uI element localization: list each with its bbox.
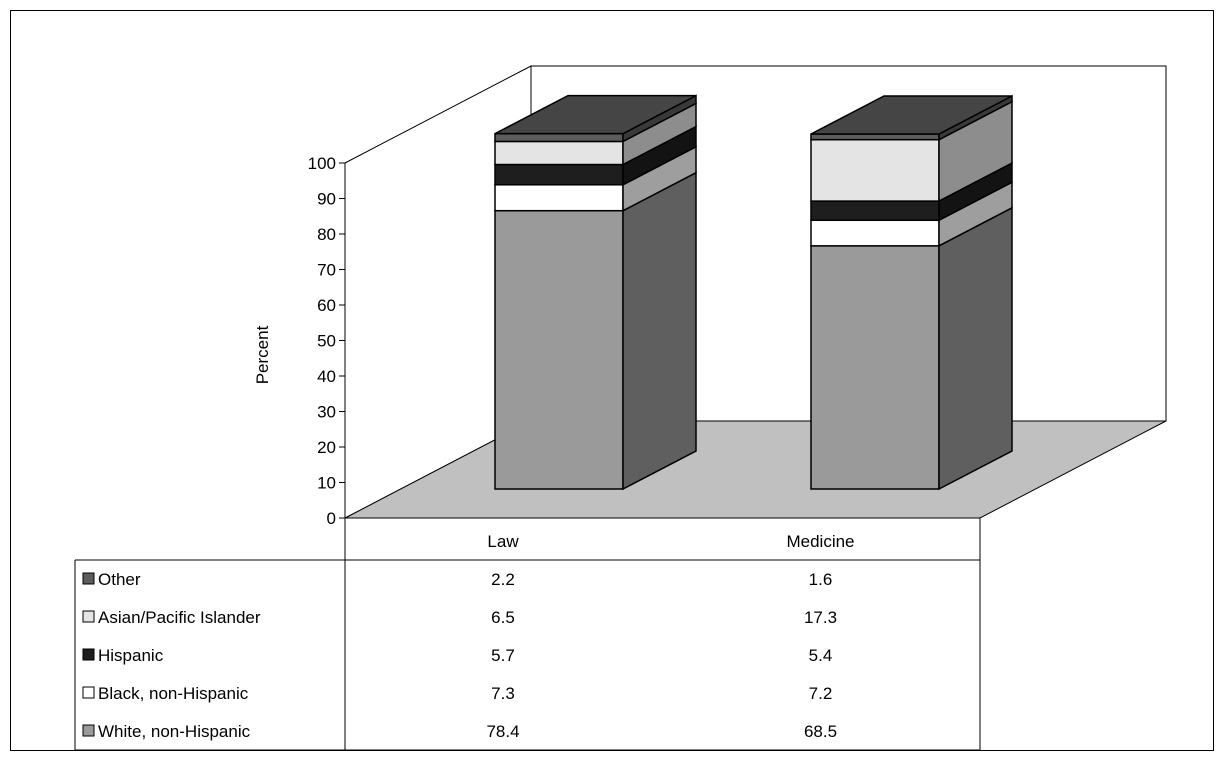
y-tick-label: 20	[317, 438, 336, 457]
bar-law-white-non-hispanic-side	[622, 171, 697, 491]
bar-law-other-front	[494, 132, 624, 143]
bar-stack-medicine	[810, 94, 1013, 491]
bar-law-white-non-hispanic-front	[494, 209, 624, 490]
bar-medicine-hispanic-front	[810, 200, 940, 222]
y-tick-label: 50	[317, 332, 336, 351]
y-tick-label: 70	[317, 261, 336, 280]
table-row-label: White, non-Hispanic	[98, 722, 251, 741]
data-table: Law Medicine Other 2.2 1.6 Asian/Pacific Isla…	[74, 518, 981, 751]
y-axis-label: Percent	[253, 325, 272, 384]
y-tick-label: 10	[317, 474, 336, 493]
y-tick-label: 60	[317, 296, 336, 315]
legend-key	[82, 572, 95, 585]
table-cell: 5.7	[491, 646, 515, 665]
bar-medicine-other-front	[810, 133, 940, 141]
bar-medicine-white-non-hispanic-front	[810, 245, 940, 490]
bars-group	[494, 94, 1013, 491]
legend-key	[82, 686, 95, 699]
plot-walls	[344, 65, 1167, 519]
y-tick-label: 40	[317, 367, 336, 386]
bar-law-top	[494, 94, 697, 135]
table-cell: 6.5	[491, 608, 515, 627]
legend-key	[82, 724, 95, 737]
bar-medicine-black-non-hispanic-front	[810, 219, 940, 247]
y-tick-label: 90	[317, 190, 336, 209]
table-cell: 1.6	[809, 570, 833, 589]
table-header-medicine: Medicine	[786, 532, 854, 551]
table-header-law: Law	[487, 532, 519, 551]
legend-key	[82, 610, 95, 623]
table-row-label: Asian/Pacific Islander	[98, 608, 261, 627]
table-cell: 5.4	[809, 646, 833, 665]
y-tick-label: 30	[317, 403, 336, 422]
bar-medicine-top	[810, 95, 1013, 135]
bar-stack-law	[494, 94, 697, 491]
bar-medicine-white-non-hispanic-side	[938, 206, 1013, 491]
legend-key	[82, 648, 95, 661]
table-cell: 2.2	[491, 570, 515, 589]
bar-medicine-asian-pacific-islander-front	[810, 138, 940, 202]
table-cell: 78.4	[486, 722, 519, 741]
table-cell: 7.2	[809, 684, 833, 703]
y-tick-label: 100	[308, 154, 336, 173]
bar-law-asian-pacific-islander-front	[494, 140, 624, 166]
bar-law-black-non-hispanic-front	[494, 184, 624, 212]
y-axis: 0 10 20 30 40 50 60 70 80 90 100	[308, 154, 346, 528]
y-tick-label: 80	[317, 225, 336, 244]
table-cell: 7.3	[491, 684, 515, 703]
table-row-label: Other	[98, 570, 141, 589]
table-row-label: Hispanic	[98, 646, 164, 665]
table-row-label: Black, non-Hispanic	[98, 684, 249, 703]
y-tick-label: 0	[327, 509, 336, 528]
table-cell: 17.3	[804, 608, 837, 627]
table-cell: 68.5	[804, 722, 837, 741]
bar-law-hispanic-front	[494, 163, 624, 186]
